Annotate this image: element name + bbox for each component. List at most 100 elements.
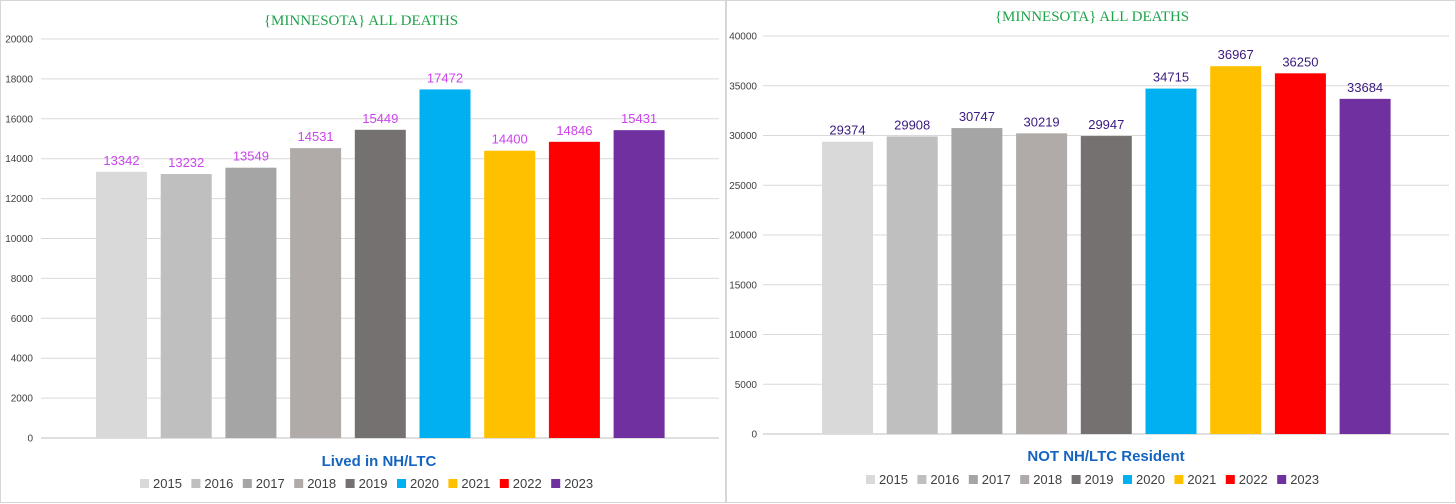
legend-label-2023: 2023 <box>564 476 593 491</box>
bar-2022 <box>1274 73 1326 434</box>
y-tick-label: 8000 <box>11 274 34 285</box>
legend-swatch-2019 <box>1071 475 1081 484</box>
bar-2019 <box>354 129 406 438</box>
legend-swatch-2021 <box>1174 475 1184 484</box>
data-label-2019: 15449 <box>362 111 398 126</box>
legend-swatch-2017 <box>242 479 252 488</box>
y-tick-label: 12000 <box>5 194 33 205</box>
legend-swatch-2021 <box>448 479 458 488</box>
y-tick-label: 0 <box>751 430 757 441</box>
data-label-2017: 13549 <box>233 149 269 164</box>
bar-2018 <box>1016 133 1068 434</box>
y-tick-label: 20000 <box>729 231 757 242</box>
y-tick-label: 10000 <box>729 330 757 341</box>
legend-label-2023: 2023 <box>1290 472 1319 487</box>
legend-swatch-2020 <box>1123 475 1132 484</box>
y-tick-label: 25000 <box>729 181 757 192</box>
chart-subtitle: NOT NH/LTC Resident <box>1027 448 1184 465</box>
y-tick-label: 16000 <box>5 114 33 125</box>
bar-2023 <box>613 130 665 438</box>
data-label-2015: 29374 <box>829 123 865 138</box>
bar-2016 <box>160 174 212 438</box>
legend-label-2022: 2022 <box>1239 472 1268 487</box>
chart-title: {MINNESOTA} ALL DEATHS <box>995 9 1189 25</box>
y-tick-label: 35000 <box>729 81 757 92</box>
data-label-2022: 14846 <box>556 123 592 138</box>
data-label-2022: 36250 <box>1282 54 1318 69</box>
legend-swatch-2015 <box>866 475 875 484</box>
bar-2018 <box>290 148 342 438</box>
legend-label-2017: 2017 <box>256 476 285 491</box>
legend-label-2020: 2020 <box>410 476 439 491</box>
bar-2015 <box>96 171 147 439</box>
data-label-2020: 17472 <box>427 70 463 85</box>
legend-swatch-2022 <box>499 479 509 488</box>
bar-2020 <box>419 89 471 439</box>
legend-swatch-2020 <box>397 479 406 488</box>
chart-left: {MINNESOTA} ALL DEATHS 0 2000 4000 6000 8000 1… <box>5 13 719 491</box>
bar-2020 <box>1145 88 1197 434</box>
data-label-2016: 29908 <box>894 117 930 132</box>
y-tick-label: 14000 <box>5 154 33 165</box>
data-label-2017: 30747 <box>959 109 995 124</box>
legend-swatch-2016 <box>191 479 201 488</box>
bar-2017 <box>951 128 1003 434</box>
legend-swatch-2019 <box>345 479 355 488</box>
legend-swatch-2016 <box>917 475 927 484</box>
bar-2023 <box>1339 98 1391 434</box>
chart-right: {MINNESOTA} ALL DEATHS 0 5000 10000 15000 200… <box>729 9 1449 487</box>
y-tick-label: 20000 <box>5 35 33 46</box>
legend-label-2021: 2021 <box>1187 472 1216 487</box>
data-label-2018: 30219 <box>1024 114 1060 129</box>
y-tick-label: 10000 <box>5 234 33 245</box>
legend-label-2018: 2018 <box>307 476 336 491</box>
y-tick-label: 40000 <box>729 32 757 43</box>
y-tick-label: 30000 <box>729 131 757 142</box>
legend-swatch-2018 <box>1020 475 1030 484</box>
data-label-2020: 34715 <box>1153 70 1189 85</box>
chart-panel-left: {MINNESOTA} ALL DEATHS 0 2000 4000 6000 8000 1… <box>0 0 726 503</box>
data-label-2018: 14531 <box>298 129 334 144</box>
legend-label-2017: 2017 <box>982 472 1011 487</box>
bar-2015 <box>822 141 873 434</box>
y-tick-label: 18000 <box>5 74 33 85</box>
legend-swatch-2023 <box>1277 475 1287 484</box>
legend-swatch-2022 <box>1225 475 1235 484</box>
bar-2021 <box>484 150 536 438</box>
y-tick-label: 6000 <box>11 314 34 325</box>
y-tick-label: 2000 <box>11 394 34 405</box>
legend-label-2016: 2016 <box>204 476 233 491</box>
chart-panel-right: {MINNESOTA} ALL DEATHS 0 5000 10000 15000 200… <box>726 0 1456 503</box>
bar-2017 <box>225 167 277 438</box>
data-label-2021: 36967 <box>1218 47 1254 62</box>
legend-label-2015: 2015 <box>153 476 182 491</box>
legend-label-2015: 2015 <box>879 472 908 487</box>
legend-label-2020: 2020 <box>1136 472 1165 487</box>
bar-2021 <box>1210 66 1262 435</box>
bar-2019 <box>1080 136 1132 434</box>
bar-2022 <box>548 141 600 438</box>
legend-label-2016: 2016 <box>930 472 959 487</box>
data-label-2016: 13232 <box>168 155 204 170</box>
data-label-2023: 33684 <box>1347 80 1383 95</box>
legend-label-2022: 2022 <box>513 476 542 491</box>
y-tick-label: 15000 <box>729 280 757 291</box>
data-label-2021: 14400 <box>492 132 528 147</box>
legend-swatch-2017 <box>968 475 978 484</box>
data-label-2019: 29947 <box>1088 117 1124 132</box>
chart-title: {MINNESOTA} ALL DEATHS <box>264 13 458 29</box>
legend-swatch-2018 <box>294 479 304 488</box>
y-tick-label: 0 <box>27 434 33 445</box>
y-tick-label: 4000 <box>11 354 34 365</box>
data-label-2023: 15431 <box>621 111 657 126</box>
y-tick-label: 5000 <box>735 380 758 391</box>
legend-label-2021: 2021 <box>461 476 490 491</box>
bar-2016 <box>886 136 938 434</box>
legend-swatch-2023 <box>551 479 561 488</box>
legend-label-2018: 2018 <box>1033 472 1062 487</box>
legend-swatch-2015 <box>140 479 149 488</box>
data-label-2015: 13342 <box>103 153 139 168</box>
legend-label-2019: 2019 <box>359 476 388 491</box>
legend-label-2019: 2019 <box>1085 472 1114 487</box>
chart-subtitle: Lived in NH/LTC <box>322 453 437 470</box>
